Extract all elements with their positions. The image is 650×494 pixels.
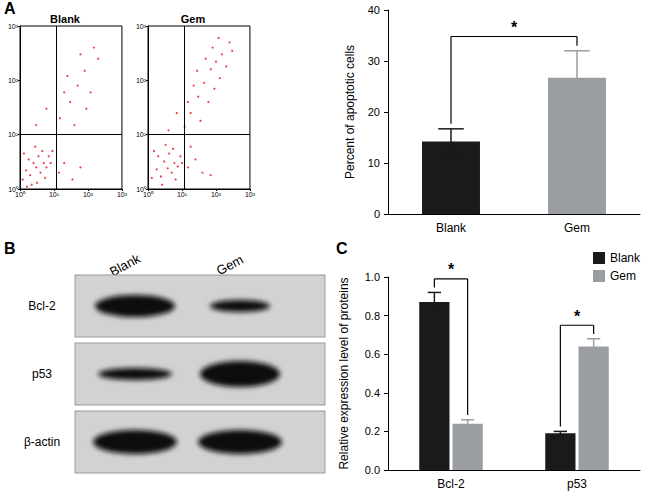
svg-text:Bcl-2: Bcl-2 [28, 299, 56, 313]
svg-text:30: 30 [368, 55, 380, 67]
svg-text:10⁰: 10⁰ [8, 185, 18, 193]
svg-text:p53: p53 [567, 477, 587, 491]
svg-text:10³: 10³ [136, 23, 147, 30]
html-text:B: B [4, 240, 16, 257]
svg-text:0.4: 0.4 [365, 387, 380, 399]
svg-text:10²: 10² [211, 191, 222, 198]
html-text:A: A [4, 0, 16, 17]
svg-text:Gem: Gem [610, 269, 636, 283]
svg-text:10¹: 10¹ [8, 131, 19, 138]
svg-text:10⁰: 10⁰ [136, 185, 146, 193]
svg-text:0.2: 0.2 [365, 425, 380, 437]
svg-text:0.0: 0.0 [365, 464, 380, 476]
svg-text:*: * [511, 19, 518, 36]
svg-text:Blank: Blank [50, 13, 81, 25]
svg-text:*: * [574, 308, 581, 325]
svg-text:1.0: 1.0 [365, 271, 380, 283]
svg-text:*: * [448, 261, 455, 278]
svg-text:10: 10 [368, 157, 380, 169]
svg-text:10²: 10² [136, 77, 147, 84]
svg-text:10⁰: 10⁰ [15, 191, 26, 198]
svg-text:10³: 10³ [8, 23, 19, 30]
svg-text:10¹: 10¹ [49, 191, 60, 198]
svg-text:10¹: 10¹ [177, 191, 188, 198]
svg-text:Blank: Blank [436, 221, 467, 235]
svg-text:10²: 10² [8, 77, 19, 84]
svg-text:0: 0 [374, 208, 380, 220]
svg-text:0.8: 0.8 [365, 310, 380, 322]
svg-text:β-actin: β-actin [24, 435, 60, 449]
svg-text:Blank: Blank [610, 251, 641, 265]
svg-text:10¹: 10¹ [136, 131, 147, 138]
svg-text:Percent of apoptotic cells: Percent of apoptotic cells [343, 45, 357, 179]
svg-text:Relative expression level of p: Relative expression level of proteins [337, 277, 351, 469]
svg-text:10²: 10² [83, 191, 94, 198]
svg-text:10³: 10³ [117, 191, 128, 198]
svg-text:Gem: Gem [181, 13, 206, 25]
svg-text:20: 20 [368, 106, 380, 118]
svg-text:Bcl-2: Bcl-2 [437, 477, 465, 491]
svg-text:Gem: Gem [564, 221, 590, 235]
svg-text:10³: 10³ [245, 191, 256, 198]
svg-text:Blank: Blank [107, 250, 143, 280]
svg-text:0.6: 0.6 [365, 348, 380, 360]
svg-text:Gem: Gem [214, 252, 246, 278]
svg-text:10⁰: 10⁰ [143, 191, 154, 198]
html-text:C: C [336, 240, 348, 257]
svg-text:p53: p53 [32, 367, 52, 381]
svg-text:40: 40 [368, 4, 380, 16]
